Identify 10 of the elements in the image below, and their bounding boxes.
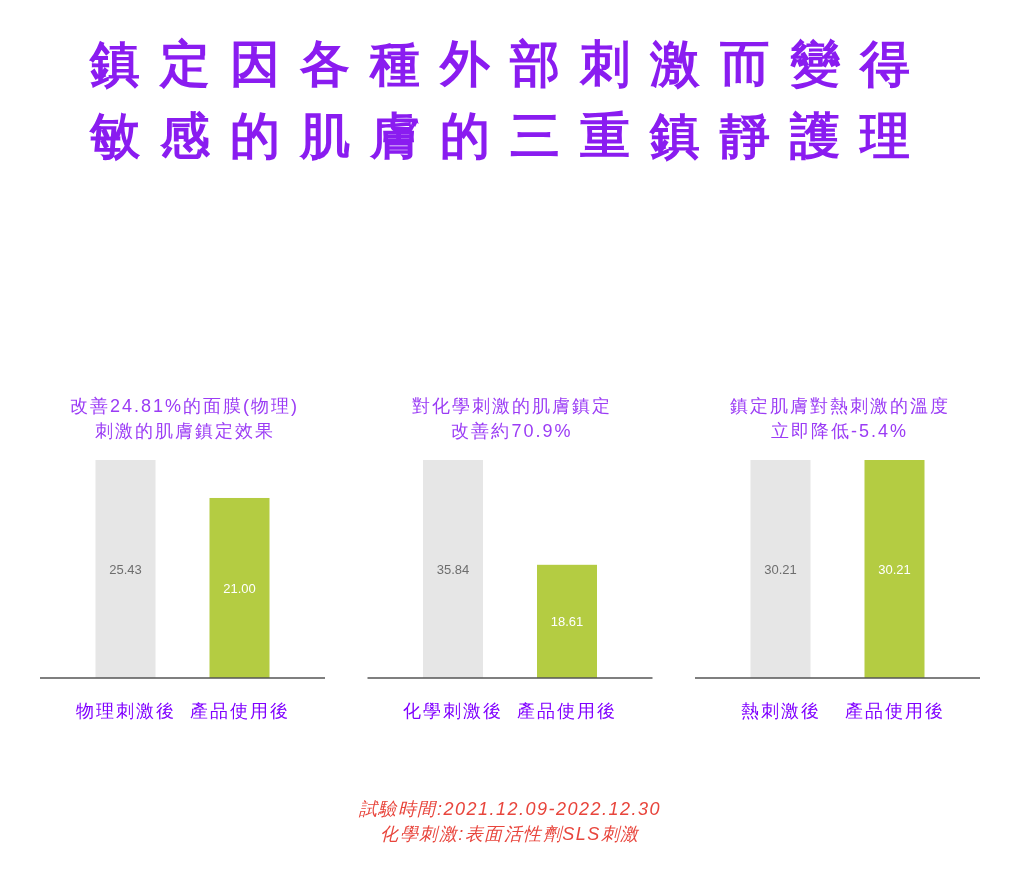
title: 刺激的肌膚鎮定效果 <box>94 421 275 441</box>
title: 敏感的肌膚的三重鎮靜護理 <box>90 108 930 164</box>
title: 改善約70.9% <box>451 421 573 441</box>
title: 改善24.81%的面膜(物理) <box>70 396 299 416</box>
title: 對化學刺激的肌膚鎮定 <box>412 396 612 416</box>
title: 鎮定因各種外部刺激而變得 <box>90 36 930 92</box>
title: 立即降低-5.4% <box>771 421 908 441</box>
title: 鎮定肌膚對熱刺激的溫度 <box>729 396 950 416</box>
annotation: 化學刺激:表面活性劑SLS刺激 <box>380 824 640 844</box>
annotation: 試驗時間:2021.12.09-2022.12.30 <box>358 799 662 819</box>
